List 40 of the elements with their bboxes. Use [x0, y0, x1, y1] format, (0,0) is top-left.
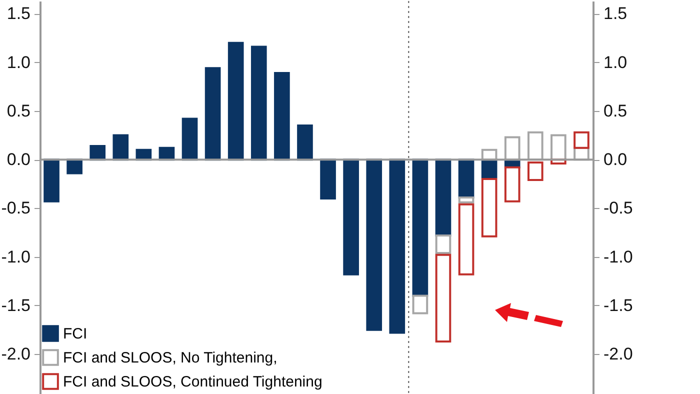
y-tick-label: -0.5	[1, 198, 30, 218]
y-tick-label: 1.5	[6, 4, 30, 24]
bar	[44, 158, 60, 202]
bar	[320, 158, 336, 200]
y2-tick-label: -1.5	[604, 296, 633, 315]
y2-tick-label: 0.5	[604, 101, 628, 120]
bar	[228, 42, 244, 161]
bar	[366, 158, 382, 331]
y2-tick-label: -1.0	[604, 247, 633, 266]
bar	[112, 134, 129, 161]
y2-tick-label: -2.0	[604, 344, 633, 364]
y-tick-label: -2.0	[1, 344, 30, 364]
y2-tick-label: 1.0	[604, 52, 628, 72]
y2-tick-label: 1.5	[604, 4, 628, 24]
bar	[527, 131, 544, 161]
y-tick-label: 0.5	[6, 101, 30, 120]
bar	[504, 136, 520, 161]
y2-tick-label: -0.5	[604, 198, 633, 218]
bar	[343, 158, 359, 276]
bar	[504, 166, 520, 202]
bar	[412, 158, 428, 297]
y-tick-label: 1.0	[6, 52, 30, 72]
bar	[435, 158, 452, 236]
bar	[412, 294, 428, 314]
y-tick-label: 0.0	[6, 150, 30, 170]
bar	[550, 134, 566, 161]
y-tick-label: -1.0	[1, 247, 30, 266]
y-tick-label: -1.5	[1, 296, 30, 315]
bar	[297, 124, 313, 161]
bar	[274, 72, 290, 161]
bar	[250, 46, 267, 161]
bar	[389, 158, 406, 334]
bar	[481, 178, 498, 238]
bar	[527, 161, 544, 181]
bar	[182, 118, 198, 161]
y2-tick-label: 0.0	[604, 150, 628, 170]
legend-label: FCI and SLOOS, No Tightening,	[63, 350, 278, 366]
legend-label: FCI	[63, 326, 88, 342]
bar	[204, 67, 221, 161]
legend-label: FCI and SLOOS, Continued Tightening	[63, 374, 322, 390]
